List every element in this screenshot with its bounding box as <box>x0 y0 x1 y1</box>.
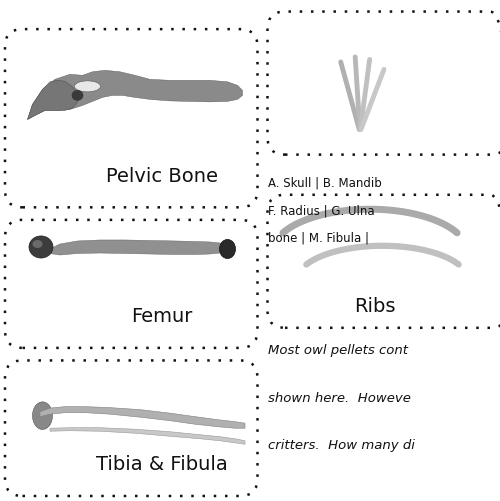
Text: A. Skull | B. Mandib: A. Skull | B. Mandib <box>268 176 382 189</box>
Ellipse shape <box>220 240 236 259</box>
Text: Ribs: Ribs <box>354 297 396 316</box>
Polygon shape <box>28 71 242 120</box>
Text: bone | M. Fibula |: bone | M. Fibula | <box>268 231 368 244</box>
Text: Tibia & Fibula: Tibia & Fibula <box>96 454 228 473</box>
Polygon shape <box>28 81 78 120</box>
Text: shown here.  Howeve: shown here. Howeve <box>268 391 410 404</box>
Ellipse shape <box>74 82 101 93</box>
Text: Femur: Femur <box>131 307 192 326</box>
Text: critters.  How many di: critters. How many di <box>268 438 414 451</box>
Ellipse shape <box>32 240 42 248</box>
Text: Pelvic Bone: Pelvic Bone <box>106 166 218 185</box>
Ellipse shape <box>72 91 83 101</box>
Polygon shape <box>40 407 245 428</box>
Polygon shape <box>42 240 228 256</box>
Text: Most owl pellets cont: Most owl pellets cont <box>268 343 408 356</box>
Ellipse shape <box>32 402 52 429</box>
Text: F. Radius | G. Ulna: F. Radius | G. Ulna <box>268 204 374 217</box>
Ellipse shape <box>29 236 53 259</box>
Polygon shape <box>50 428 245 444</box>
